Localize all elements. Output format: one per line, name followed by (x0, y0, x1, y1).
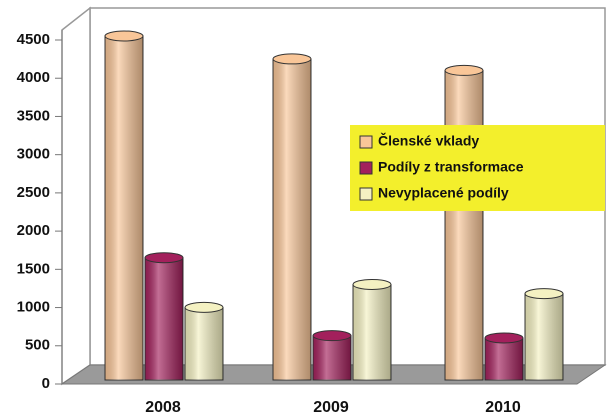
bar-top (444, 64, 484, 76)
y-tick-label: 1500 (17, 260, 50, 277)
y-tick-label: 2500 (17, 184, 50, 201)
legend-label: Členské vklady (378, 132, 479, 149)
y-tick-label: 1000 (17, 299, 50, 316)
bar-top (272, 53, 312, 65)
x-tick-label: 2009 (313, 399, 349, 416)
legend-box (350, 125, 605, 211)
legend: Členské vklady Podíly z transformace Nevyp… (350, 125, 605, 211)
y-tick-label: 3500 (17, 107, 50, 124)
bar-top (484, 332, 524, 344)
legend-swatch (359, 135, 373, 149)
y-tick-label: 0 (42, 375, 50, 392)
bar-shade (353, 284, 391, 380)
bar-top (144, 252, 184, 264)
legend-swatch (359, 187, 373, 201)
bar-shade (485, 337, 523, 380)
bar-top (184, 301, 224, 313)
y-tick-label: 4000 (17, 69, 50, 86)
legend-label: Podíly z transformace (378, 159, 524, 175)
legend-label: Nevyplacené podíly (378, 185, 509, 201)
x-tick-label: 2010 (485, 399, 521, 416)
side-wall (61, 6, 91, 386)
bar-shade (313, 335, 351, 380)
bar-shade (185, 307, 223, 380)
y-tick-label: 2000 (17, 222, 50, 239)
x-tick-label: 2008 (145, 399, 181, 416)
bar-shade (445, 70, 483, 381)
bar-shade (273, 58, 311, 380)
bar-top (312, 330, 352, 342)
bar-top (352, 278, 392, 290)
bar-top (524, 288, 564, 300)
y-tick-label: 3000 (17, 146, 50, 163)
y-tick-label: 500 (25, 337, 50, 354)
legend-swatch (359, 161, 373, 175)
bar-shade (145, 257, 183, 380)
bar-top (104, 30, 144, 42)
y-tick-label: 4500 (17, 31, 50, 48)
bar-shade (105, 36, 143, 380)
bar-shade (525, 293, 563, 380)
plot (104, 30, 564, 381)
